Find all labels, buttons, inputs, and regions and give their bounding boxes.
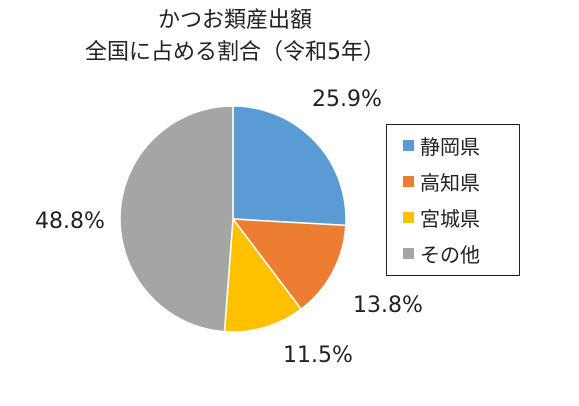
legend-swatch-other (403, 247, 414, 259)
pie-slice-other (119, 105, 234, 333)
legend-label-miyagi: 宮城県 (420, 206, 480, 231)
legend-swatch-shizuoka (403, 139, 414, 151)
legend-item-other: その他 (403, 239, 480, 267)
data-label-shizuoka: 25.9% (312, 87, 382, 112)
legend-item-miyagi: 宮城県 (403, 203, 480, 231)
data-label-kochi: 13.8% (353, 293, 423, 318)
legend-label-other: その他 (420, 242, 480, 267)
legend: 静岡県 高知県 宮城県 その他 (386, 124, 520, 276)
data-label-miyagi: 11.5% (283, 343, 353, 368)
chart-title-line-2: 全国に占める割合（令和5年） (85, 40, 385, 65)
legend-item-shizuoka: 静岡県 (403, 131, 480, 159)
legend-label-shizuoka: 静岡県 (420, 134, 480, 159)
data-label-other: 48.8% (35, 209, 105, 234)
pie-slice-miyagi (223, 216, 303, 333)
legend-swatch-kochi (403, 175, 414, 187)
pie-slice-kochi (231, 218, 347, 311)
chart-title-line-1: かつお類産出額 (157, 8, 312, 33)
legend-label-kochi: 高知県 (420, 170, 480, 195)
pie-slice-shizuoka (232, 105, 347, 227)
legend-swatch-miyagi (403, 211, 414, 223)
legend-item-kochi: 高知県 (403, 167, 480, 195)
